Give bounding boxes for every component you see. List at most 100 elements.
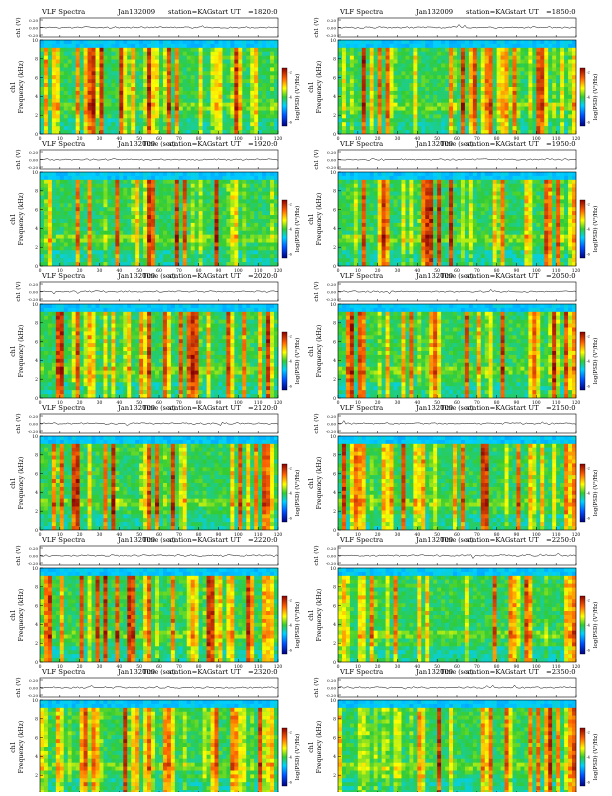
spectrogram-cell [532,122,536,126]
spectrogram-cell [40,180,44,184]
spectrogram-cell [139,192,143,196]
spectrogram-cell [342,48,346,52]
spectrogram-cell [528,56,532,60]
spectrogram-cell [135,111,139,115]
spectrogram-cell [92,180,96,184]
spectrogram-cell [254,192,258,196]
spectrogram-cell [44,188,48,192]
spectrogram-cell [171,215,175,219]
spectrogram-cell [358,118,362,122]
spectrogram-cell [437,52,441,56]
spectrogram-cell [103,91,107,95]
spectrogram-cell [548,60,552,64]
spectrogram-cell [528,71,532,75]
spectrogram-cell [398,107,402,111]
spectrogram-cell [103,243,107,247]
spectrogram-cell [80,196,84,200]
spectrogram-cell [362,118,366,122]
spectrogram-cell [536,99,540,103]
spectrogram-cell [477,75,481,79]
spectrogram-cell [505,44,509,48]
spectrogram-cell [398,40,402,44]
spectrogram-cell [274,223,278,227]
spectrogram-cell [437,44,441,48]
spectrogram-cell [346,231,350,235]
spectrogram-cell [524,122,528,126]
spectrogram-cell [44,52,48,56]
spectrogram-cell [155,235,159,239]
spectrogram-cell [258,52,262,56]
spectrogram-cell [84,215,88,219]
spectrogram-cell [394,192,398,196]
spectrogram-cell [64,107,68,111]
spectrogram-cell [151,215,155,219]
spectrogram-cell [342,79,346,83]
spectrogram-cell [234,239,238,243]
spectrogram-cell [68,254,72,258]
spectrogram-cell [556,111,560,115]
spectrogram-cell [405,231,409,235]
spectrogram-cell [48,215,52,219]
spectrogram-cell [123,103,127,107]
spectrogram-cell [544,99,548,103]
spectrogram-cell [338,203,342,207]
spectrogram-cell [481,83,485,87]
spectrogram-cell [207,262,211,266]
spectrogram-cell [222,71,226,75]
spectrogram-cell [191,243,195,247]
spectrogram-cell [175,227,179,231]
spectrogram-cell [203,246,207,250]
spectrogram-cell [358,196,362,200]
spectrogram-cell [48,235,52,239]
spectrogram-cell [346,52,350,56]
spectrogram-cell [378,192,382,196]
spectrogram-cell [175,44,179,48]
spectrogram-cell [107,111,111,115]
spectrogram-cell [382,79,386,83]
spectrogram-cell [242,130,246,134]
spectrogram-cell [493,71,497,75]
spectrogram-cell [374,192,378,196]
spectrogram-cell [179,71,183,75]
spectrogram-cell [179,111,183,115]
spectrogram-cell [394,184,398,188]
spectrogram-cell [131,192,135,196]
spectrogram-cell [151,239,155,243]
spectrogram-cell [100,246,104,250]
spectrogram-cell [207,122,211,126]
spectrogram-cell [358,215,362,219]
spectrogram-cell [242,118,246,122]
spectrogram-cell [167,130,171,134]
spectrogram-cell [370,111,374,115]
spectrogram-cell [461,95,465,99]
spectrogram-cell [123,207,127,211]
spectrogram-cell [441,122,445,126]
spectrogram-cell [167,40,171,44]
spectrogram-cell [207,126,211,130]
spectrogram-cell [84,199,88,203]
spectrogram-cell [441,87,445,91]
spectrogram-cell [346,95,350,99]
spectrogram-cell [362,64,366,68]
spectrogram-cell [234,79,238,83]
spectrogram-cell [246,114,250,118]
spectrogram-cell [270,207,274,211]
spectrogram-cell [382,262,386,266]
spectrogram-cell [520,118,524,122]
spectrogram-cell [179,67,183,71]
spectrogram-cell [68,95,72,99]
spectrogram-cell [354,223,358,227]
spectrogram-cell [119,99,123,103]
spectrogram-cell [163,176,167,180]
spectrogram-cell [350,60,354,64]
spectrogram-cell [195,83,199,87]
spectrogram-cell [60,56,64,60]
spectrogram-cell [111,107,115,111]
spectrogram-cell [159,203,163,207]
spectrogram-cell [564,40,568,44]
spectrogram-cell [131,180,135,184]
spectrogram-cell [68,122,72,126]
spectrogram-cell [457,87,461,91]
spectrogram-cell [159,227,163,231]
spectrogram-cell [382,235,386,239]
